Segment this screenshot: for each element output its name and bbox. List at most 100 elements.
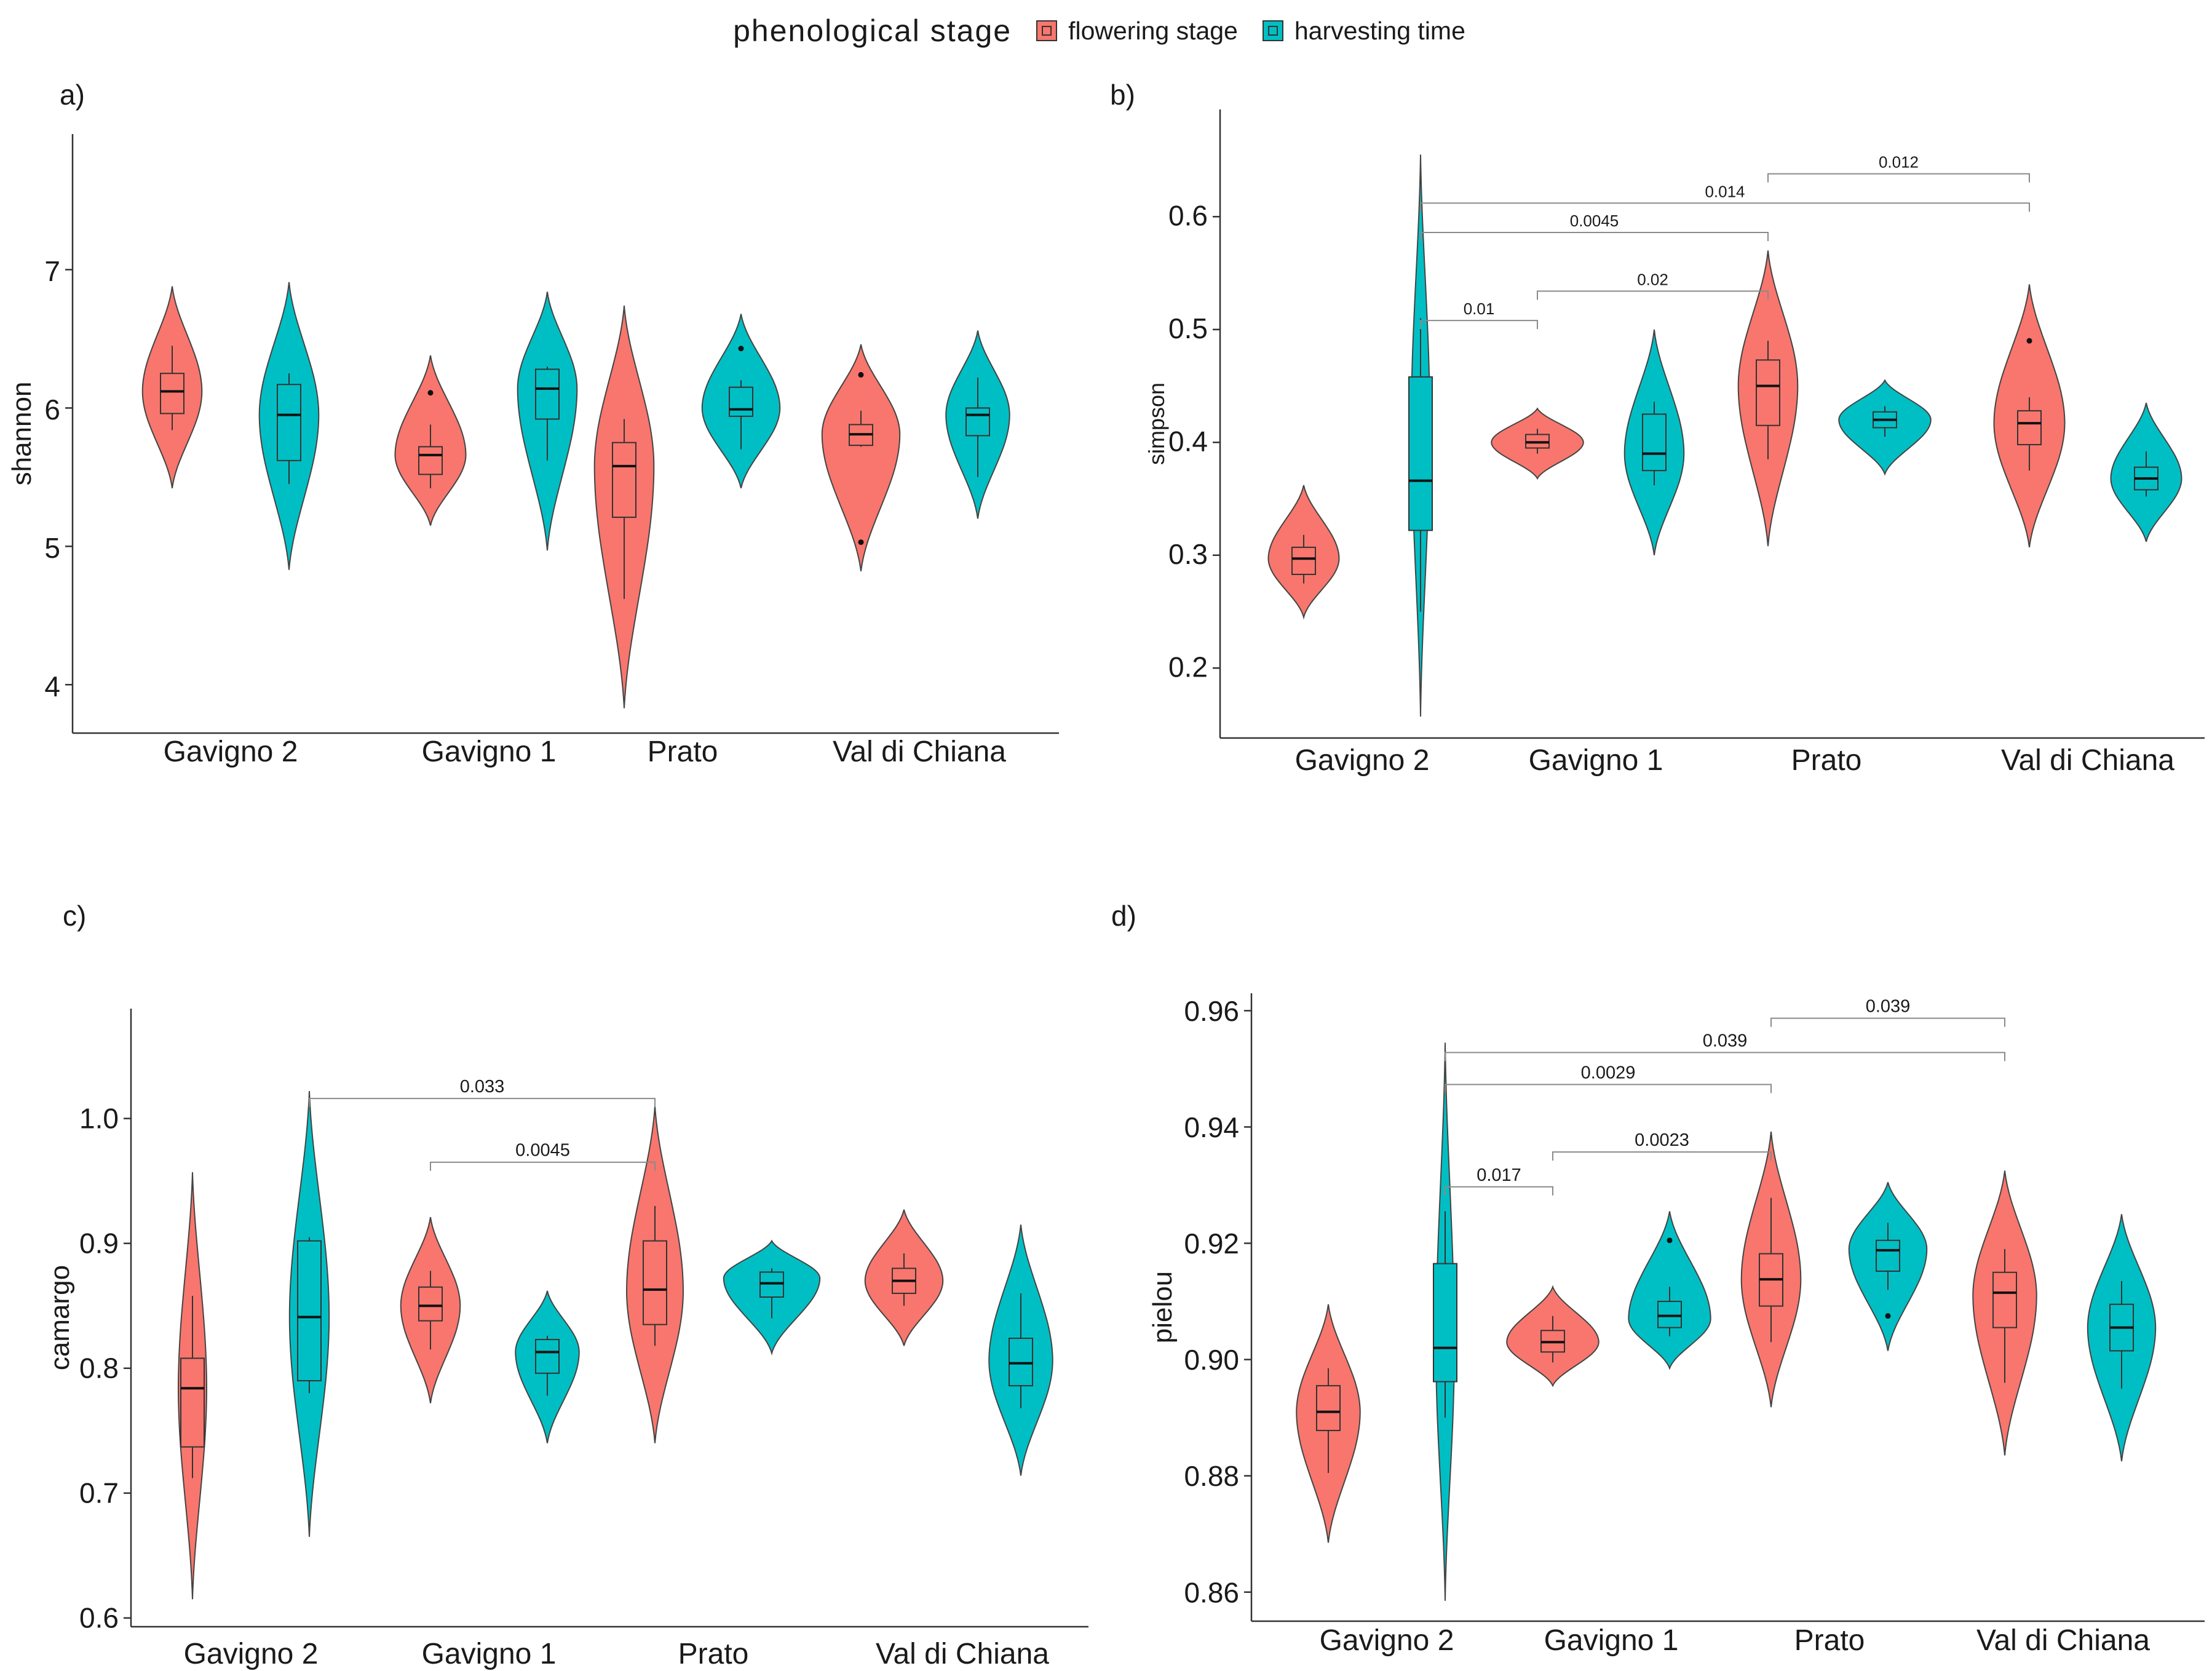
p-value-label: 0.033	[460, 1077, 505, 1097]
violin-harvesting-0	[1433, 1042, 1457, 1601]
p-value-label: 0.0045	[515, 1141, 570, 1161]
iqr-box	[965, 407, 990, 437]
violin-harvesting-3	[945, 330, 1010, 519]
violin-flowering-1	[394, 355, 467, 526]
legend-title: phenological stage	[733, 14, 1012, 48]
violin-flowering-1	[400, 1217, 461, 1403]
x-category-label: Prato	[1794, 1624, 1865, 1657]
legend-label-harvesting: harvesting time	[1294, 16, 1465, 45]
violin-flowering-3	[821, 344, 901, 571]
y-axis-label: pielou	[1148, 1271, 1178, 1343]
y-axis-label: simpson	[1144, 383, 1169, 465]
y-tick-label: 0.7	[79, 1477, 119, 1509]
p-value-label: 0.0023	[1635, 1130, 1689, 1150]
bracket-line	[1445, 1186, 1553, 1196]
violin-shape	[821, 344, 901, 571]
y-tick-label: 0.94	[1184, 1111, 1239, 1143]
violin-flowering-0	[141, 286, 203, 488]
bracket-line	[1770, 1017, 2005, 1027]
violin-flowering-0	[1296, 1304, 1361, 1543]
x-category-label: Prato	[678, 1638, 749, 1670]
iqr-box	[1992, 1271, 2017, 1328]
y-tick-label: 7	[44, 255, 60, 287]
x-category-label: Gavigno 1	[1544, 1624, 1679, 1657]
p-value-label: 0.01	[1464, 300, 1495, 318]
iqr-box	[1756, 359, 1780, 426]
p-value-label: 0.0029	[1581, 1063, 1636, 1082]
outlier-point	[738, 346, 744, 352]
x-category-label: Val di Chiana	[833, 736, 1006, 768]
violin-flowering-0	[1267, 485, 1340, 620]
y-tick-label: 0.6	[1168, 200, 1208, 232]
x-category-label: Gavigno 2	[184, 1638, 319, 1670]
significance-bracket: 0.01	[1420, 300, 1538, 330]
violin-harvesting-3	[2110, 402, 2182, 542]
y-tick-label: 0.3	[1168, 538, 1208, 570]
p-value-label: 0.017	[1477, 1165, 1521, 1185]
bracket-line	[1552, 1151, 1772, 1161]
violin-flowering-3	[864, 1209, 944, 1346]
x-category-label: Gavigno 1	[1529, 744, 1663, 777]
y-axis-label: camargo	[45, 1265, 75, 1370]
x-category-label: Val di Chiana	[1976, 1624, 2150, 1657]
bracket-line	[1420, 231, 1769, 241]
panel-d: d) 0.86 0.88 0.90 0.92 0.94 0.96 pielou Gavigno …	[1111, 900, 2205, 1657]
y-tick-label: 0.4	[1168, 426, 1208, 458]
y-tick-label: 4	[44, 670, 60, 702]
panel-label: d)	[1111, 900, 1136, 932]
violin-flowering-1	[1506, 1285, 1600, 1387]
violin-harvesting-3	[2087, 1214, 2157, 1462]
violin-harvesting-1	[1628, 1211, 1711, 1370]
legend-key-flowering	[1036, 20, 1058, 41]
iqr-box	[1291, 546, 1316, 575]
p-value-label: 0.014	[1705, 182, 1745, 200]
outlier-point	[1885, 1313, 1891, 1319]
y-tick-label: 0.6	[79, 1602, 119, 1634]
legend-key-harvesting	[1262, 20, 1283, 41]
iqr-box	[1433, 1263, 1457, 1383]
bracket-line	[1420, 202, 2030, 212]
p-value-label: 0.0045	[1570, 212, 1619, 230]
violin-harvesting-2	[701, 314, 781, 489]
violin-harvesting-1	[1623, 329, 1685, 555]
x-category-label: Val di Chiana	[876, 1638, 1049, 1670]
p-value-label: 0.012	[1879, 153, 1919, 172]
panel-a: a) 4 5 6 7 shannon Gavigno 2 Gavigno 1 Prato Val …	[7, 79, 1059, 768]
violin-flowering-3	[1993, 284, 2066, 548]
p-value-label: 0.02	[1637, 270, 1668, 288]
y-tick-label: 0.96	[1184, 995, 1239, 1027]
iqr-box	[612, 442, 636, 518]
y-tick-label: 0.90	[1184, 1344, 1239, 1376]
iqr-box	[1657, 1301, 1682, 1328]
significance-bracket: 0.0029	[1445, 1063, 1772, 1093]
iqr-box	[418, 446, 443, 475]
violin-flowering-2	[625, 1106, 684, 1443]
violin-flowering-2	[1737, 250, 1799, 547]
significance-bracket: 0.017	[1445, 1165, 1553, 1196]
p-value-label: 0.039	[1866, 997, 1911, 1017]
violin-harvesting-1	[515, 1290, 580, 1443]
outlier-point	[858, 371, 864, 378]
x-category-label: Prato	[1791, 744, 1862, 777]
iqr-box	[759, 1271, 784, 1298]
violin-flowering-3	[1972, 1170, 2037, 1456]
violin-harvesting-1	[517, 292, 578, 551]
iqr-box	[180, 1357, 205, 1448]
violin-harvesting-2	[723, 1239, 821, 1356]
iqr-box	[535, 368, 560, 420]
violin-harvesting-0	[1408, 154, 1433, 717]
significance-bracket: 0.012	[1767, 153, 2030, 183]
iqr-box	[1876, 1239, 1900, 1272]
iqr-box	[535, 1339, 560, 1374]
significance-bracket: 0.02	[1537, 270, 1769, 300]
y-tick-label: 0.8	[79, 1352, 119, 1384]
x-category-label: Gavigno 2	[164, 736, 298, 768]
y-tick-label: 0.92	[1184, 1228, 1239, 1260]
significance-bracket: 0.033	[309, 1077, 656, 1108]
significance-bracket: 0.0023	[1552, 1130, 1772, 1161]
outlier-point	[427, 390, 434, 396]
y-axis-label: shannon	[7, 382, 37, 486]
iqr-box	[297, 1240, 322, 1382]
iqr-box	[160, 373, 184, 415]
